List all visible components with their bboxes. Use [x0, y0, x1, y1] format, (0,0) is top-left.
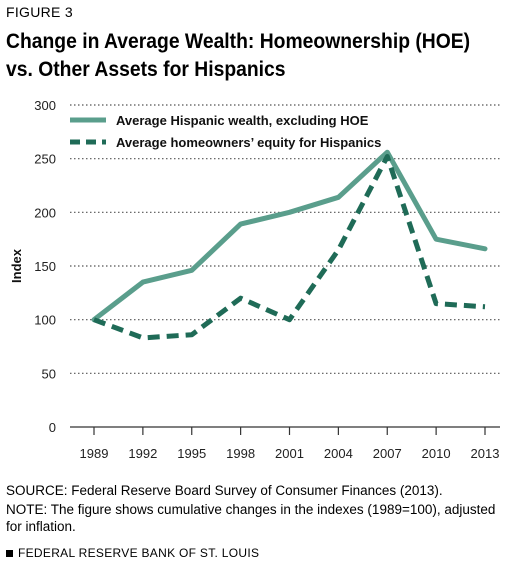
x-tick-label: 2001: [275, 446, 304, 461]
square-icon: [6, 549, 13, 557]
title-line-1: Change in Average Wealth: Homeownership …: [6, 30, 471, 53]
y-tick-label: 200: [34, 205, 56, 220]
series-lines: [91, 149, 488, 341]
x-tick-label: 1995: [177, 446, 206, 461]
footer-text: FEDERAL RESERVE BANK OF ST. LOUIS: [18, 546, 260, 560]
axes: 0 50 100 150 200 250 300 1989 1992 1995 1998 2001 20…: [9, 98, 500, 461]
source-text: SOURCE: Federal Reserve Board Survey of …: [6, 483, 443, 498]
x-tick-label: 2007: [373, 446, 402, 461]
x-tick-label: 1992: [128, 446, 157, 461]
figure-label: FIGURE 3: [6, 4, 73, 20]
y-axis-label: Index: [9, 248, 24, 283]
y-tick-label: 300: [34, 98, 56, 113]
footer: FEDERAL RESERVE BANK OF ST. LOUIS: [6, 546, 259, 560]
y-tick-label: 100: [34, 313, 56, 328]
legend: Average Hispanic wealth, excluding HOE Av…: [70, 113, 381, 150]
legend-label-2: Average homeowners’ equity for Hispanics: [116, 135, 381, 150]
y-tick-label: 250: [34, 152, 56, 167]
series-line-2: [93, 154, 486, 341]
y-tick-label: 50: [42, 366, 56, 381]
note-text-line-1: NOTE: The figure shows cumulative change…: [6, 502, 496, 517]
chart-title: Change in Average Wealth: Homeownership …: [6, 28, 471, 84]
series-line-1: [91, 149, 488, 323]
x-tick-label: 2013: [471, 446, 500, 461]
note-text-line-2: for inflation.: [6, 519, 76, 534]
x-tick-label: 2010: [422, 446, 451, 461]
y-tick-label: 0: [49, 420, 56, 435]
x-tick-label: 1998: [226, 446, 255, 461]
x-tick-label: 1989: [80, 446, 109, 461]
line-chart: 0 50 100 150 200 250 300 1989 1992 1995 1998 2001 20…: [9, 98, 500, 461]
title-line-2: vs. Other Assets for Hispanics: [6, 58, 286, 81]
notes: SOURCE: Federal Reserve Board Survey of …: [6, 482, 506, 535]
x-tick-label: 2004: [324, 446, 353, 461]
legend-label-1: Average Hispanic wealth, excluding HOE: [116, 113, 369, 128]
y-tick-label: 150: [34, 259, 56, 274]
